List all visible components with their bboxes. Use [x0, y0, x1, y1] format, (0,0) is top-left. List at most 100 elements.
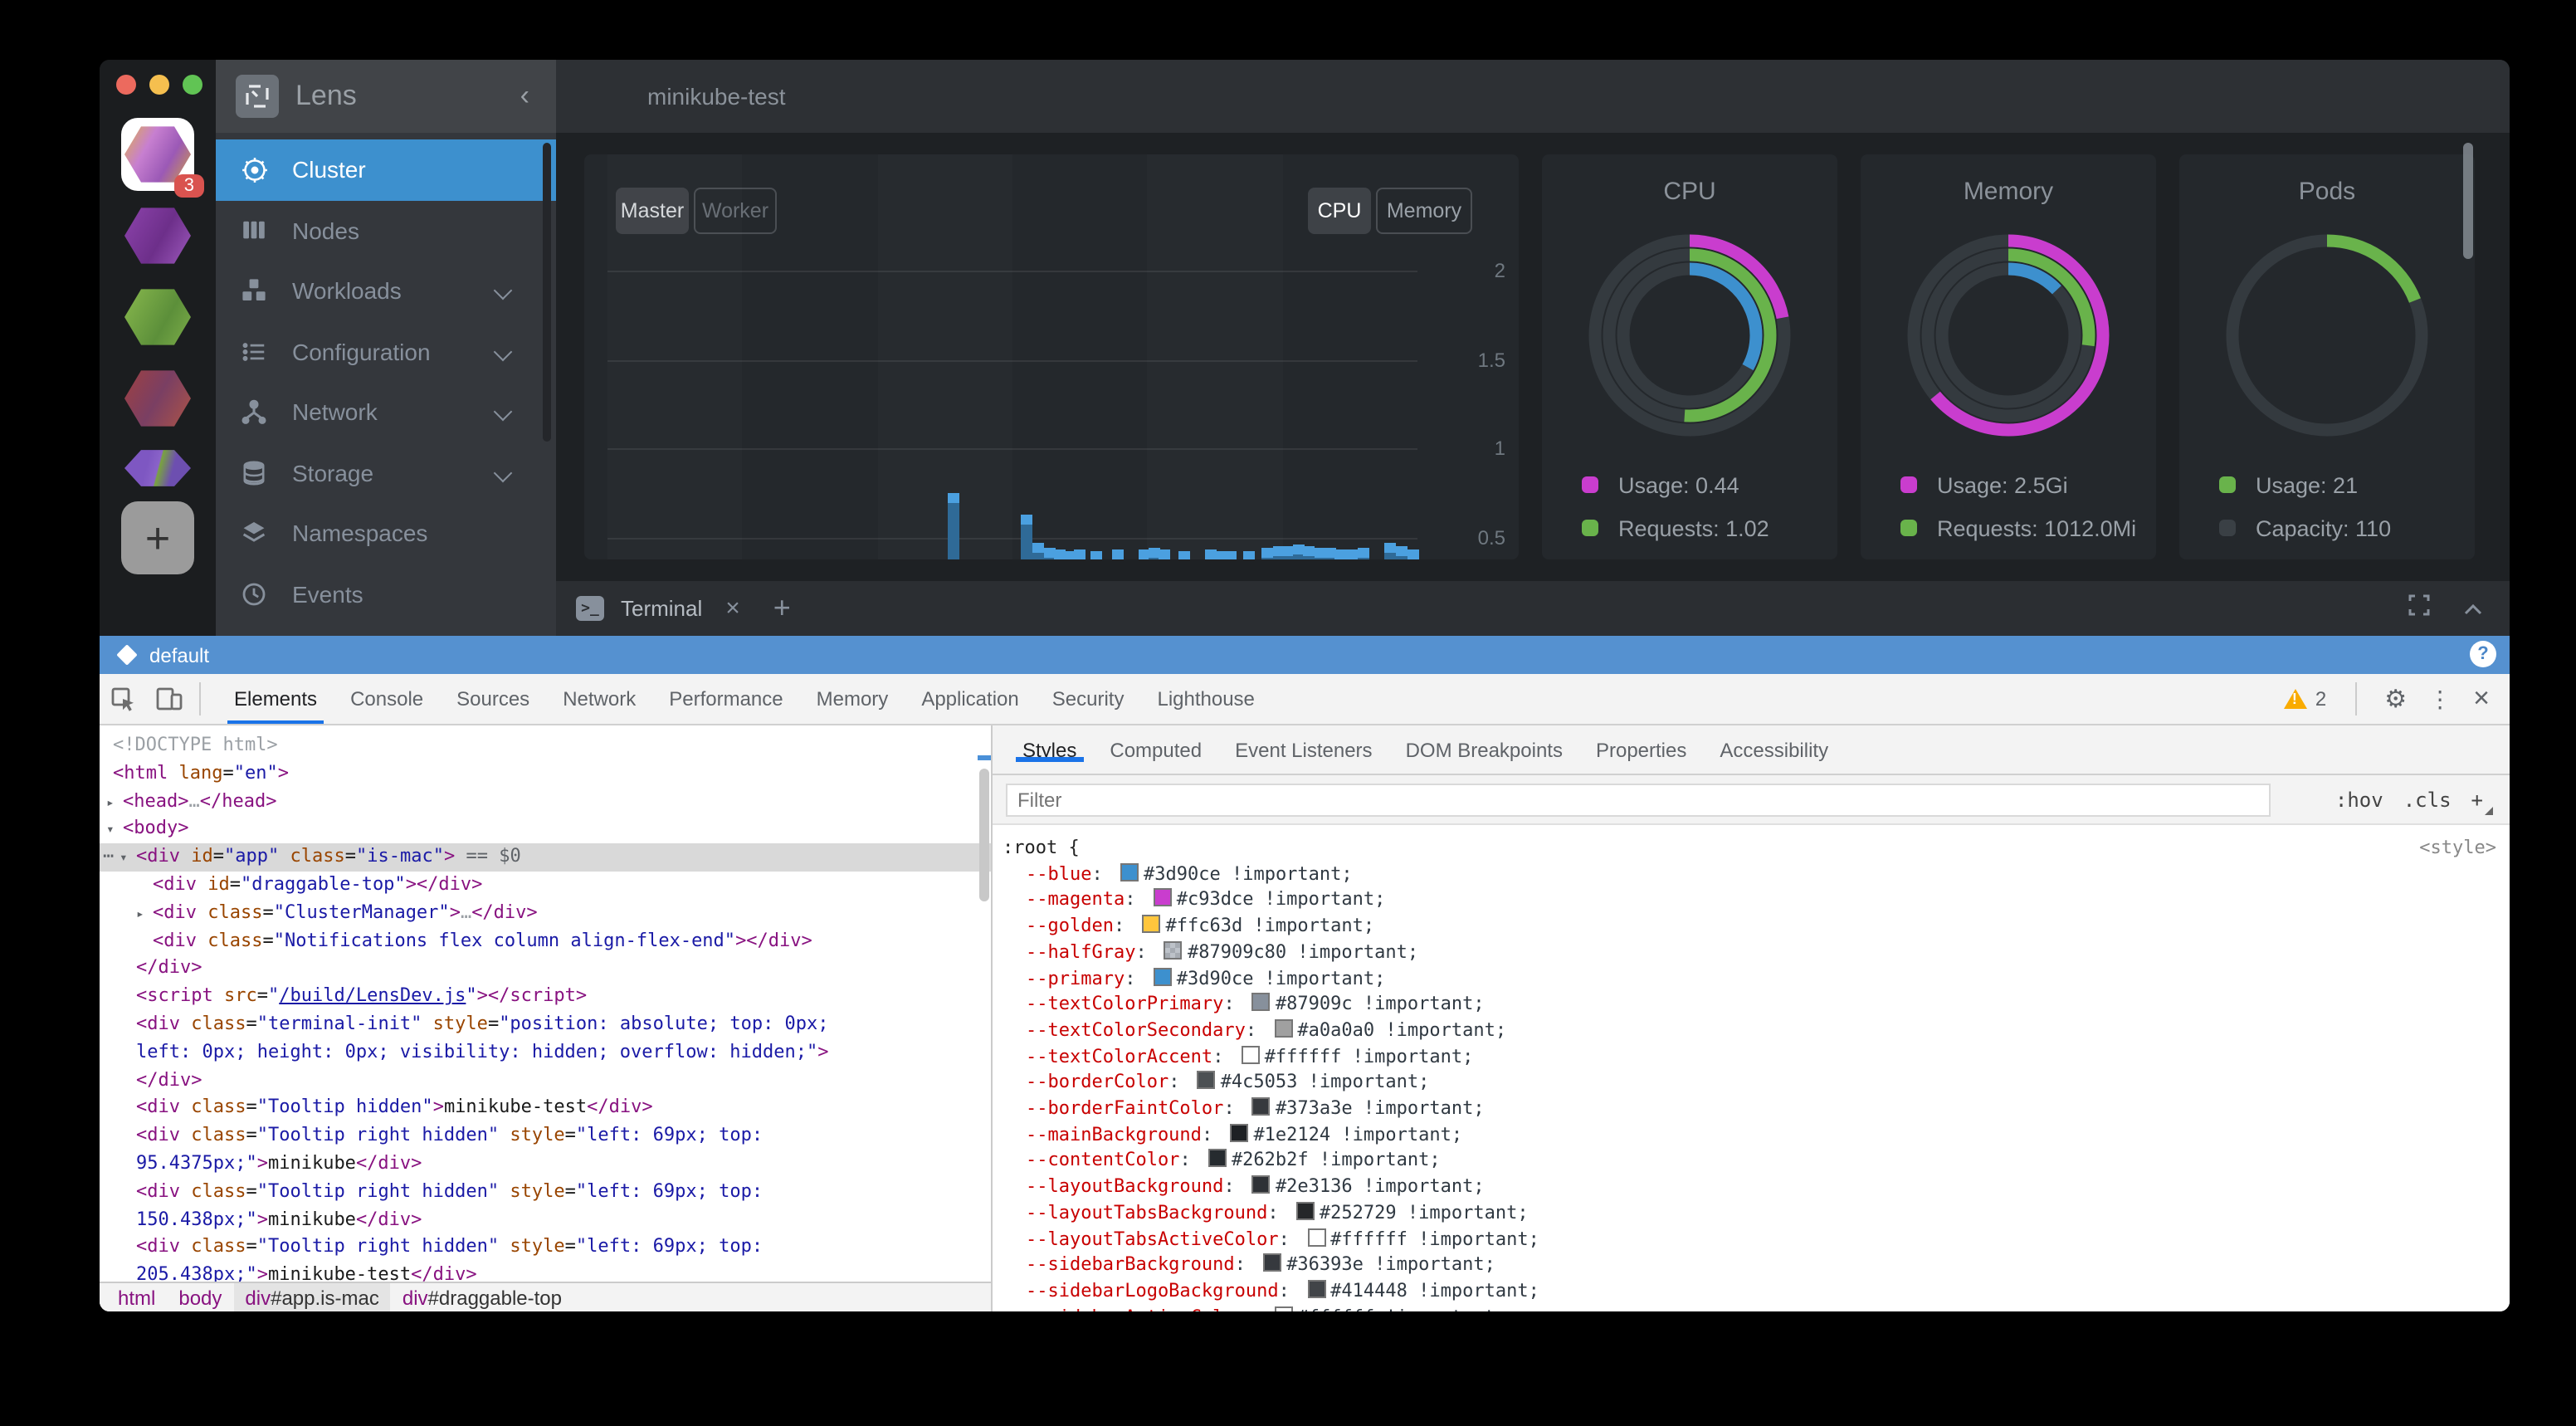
styles-tab-computed[interactable]: Computed	[1110, 738, 1203, 761]
devtools-tab-memory[interactable]: Memory	[816, 687, 889, 711]
color-swatch[interactable]	[1241, 1045, 1260, 1064]
devtools-tab-sources[interactable]: Sources	[456, 687, 530, 711]
sidebar-item-namespaces[interactable]: Namespaces	[216, 503, 556, 564]
dom-tree-line[interactable]: <html lang="en">	[113, 761, 289, 784]
css-variable-row[interactable]: --contentColor: #262b2f !important;	[1026, 1149, 1441, 1171]
toggle-class-button[interactable]: .cls	[2403, 788, 2452, 811]
dom-tree-line[interactable]: <!DOCTYPE html>	[113, 734, 278, 755]
cluster-icon[interactable]	[121, 281, 194, 354]
device-toolbar-icon[interactable]	[146, 687, 193, 711]
chevron-up-icon[interactable]	[2463, 593, 2483, 623]
css-variable-row[interactable]: --layoutTabsActiveColor: #ffffff !import…	[1026, 1228, 1539, 1250]
color-swatch[interactable]	[1274, 1306, 1293, 1311]
devtools-tab-elements[interactable]: Elements	[217, 674, 334, 724]
sidebar-item-workloads[interactable]: Workloads	[216, 261, 556, 321]
css-variable-row[interactable]: --mainBackground: #1e2124 !important;	[1026, 1123, 1463, 1145]
dom-tree-line[interactable]: <div class="Notifications flex column al…	[153, 929, 812, 951]
devtools-tab-network[interactable]: Network	[563, 687, 637, 711]
color-swatch[interactable]	[1274, 1018, 1293, 1038]
expanded-arrow-icon[interactable]: ▾	[120, 850, 128, 866]
cluster-icon-active[interactable]: 3	[121, 118, 204, 198]
breadcrumb-item[interactable]: html	[118, 1286, 156, 1310]
styles-rules[interactable]: :root { <style> --blue: #3d90ce !importa…	[993, 825, 2510, 1311]
inspect-element-icon[interactable]	[100, 686, 146, 711]
content-scrollbar[interactable]	[2463, 143, 2473, 259]
styles-tab-dom-breakpoints[interactable]: DOM Breakpoints	[1405, 738, 1563, 761]
collapsed-arrow-icon[interactable]: ▸	[136, 906, 144, 921]
cluster-icon[interactable]	[121, 199, 194, 272]
color-swatch[interactable]	[1263, 1253, 1282, 1272]
color-swatch[interactable]	[1307, 1279, 1326, 1298]
cpu-metric-tab[interactable]: CPU	[1308, 188, 1371, 234]
css-variable-row[interactable]: --borderFaintColor: #373a3e !important;	[1026, 1097, 1485, 1120]
devtools-tab-lighthouse[interactable]: Lighthouse	[1157, 687, 1255, 711]
dom-tree[interactable]: <!DOCTYPE html> <html lang="en"> ▸ <head>…<…	[100, 725, 991, 1282]
dom-tree-line[interactable]: <div class="Tooltip right hidden" style=…	[136, 1179, 764, 1202]
color-swatch[interactable]	[1153, 967, 1172, 986]
css-variable-row[interactable]: --primary: #3d90ce !important;	[1026, 967, 1386, 989]
sidebar-item-events[interactable]: Events	[216, 564, 556, 624]
dom-tree-line[interactable]: <div id="draggable-top"></div>	[153, 872, 483, 895]
close-window-button[interactable]	[116, 75, 136, 95]
css-variable-row[interactable]: --sidebarActiveColor: #ffffff !important…	[1003, 1304, 2496, 1311]
master-tab[interactable]: Master	[616, 188, 689, 234]
dom-tree-line[interactable]: <div class="Tooltip right hidden" style=…	[136, 1235, 764, 1258]
styles-filter-input[interactable]	[1006, 783, 2271, 816]
css-variable-row[interactable]: --textColorPrimary: #87909c !important;	[1026, 993, 1485, 1015]
sidebar-item-cluster[interactable]: Cluster	[216, 139, 556, 200]
css-variable-row[interactable]: --magenta: #c93dce !important;	[1026, 888, 1386, 911]
new-style-rule-button[interactable]: +	[2471, 788, 2494, 814]
dom-tree-line[interactable]: ▾ <body>	[100, 816, 991, 844]
styles-tab-accessibility[interactable]: Accessibility	[1720, 738, 1829, 761]
dom-tree-line[interactable]: </div>	[136, 956, 202, 979]
breadcrumb-item[interactable]: div #app.is-mac	[233, 1283, 391, 1311]
add-cluster-button[interactable]: +	[121, 501, 194, 574]
breadcrumb-item[interactable]: body	[178, 1286, 222, 1310]
dom-tree-line[interactable]: <div class="Tooltip right hidden" style=…	[136, 1124, 764, 1146]
collapse-sidebar-icon[interactable]: ‹	[520, 80, 529, 111]
minimize-window-button[interactable]	[149, 75, 169, 95]
dom-tree-line[interactable]: <script src="/build/LensDev.js"></script…	[136, 984, 588, 1007]
gear-icon[interactable]: ⚙	[2384, 686, 2408, 714]
css-variable-row[interactable]: --layoutBackground: #2e3136 !important;	[1026, 1175, 1485, 1198]
css-variable-row[interactable]: --golden: #ffc63d !important;	[1026, 915, 1375, 937]
warnings-badge[interactable]: 2	[2283, 687, 2326, 711]
styles-tab-event-listeners[interactable]: Event Listeners	[1235, 738, 1373, 761]
sidebar-item-storage[interactable]: Storage	[216, 442, 556, 503]
dom-gutter-menu[interactable]: ⋯	[103, 845, 115, 867]
dom-tree-line[interactable]: ▸ <head>…</head>	[100, 788, 991, 816]
color-swatch[interactable]	[1208, 1149, 1227, 1168]
color-swatch[interactable]	[1251, 1175, 1271, 1194]
color-swatch[interactable]	[1120, 862, 1139, 881]
cluster-icon[interactable]	[121, 362, 194, 435]
help-icon[interactable]: ?	[2470, 641, 2496, 667]
cluster-icon[interactable]	[121, 443, 194, 493]
color-swatch[interactable]	[1251, 993, 1271, 1012]
devtools-tab-security[interactable]: Security	[1051, 687, 1125, 711]
sidebar-item-network[interactable]: Network	[216, 382, 556, 442]
css-variable-row[interactable]: --textColorSecondary: #a0a0a0 !important…	[1026, 1018, 1507, 1041]
close-terminal-icon[interactable]: ×	[725, 594, 740, 623]
dom-tree-line[interactable]: ⋯ ▾ <div id="app" class="is-mac"> == $0	[100, 843, 991, 872]
css-variable-row[interactable]: --sidebarBackground: #36393e !important;	[1026, 1253, 1495, 1276]
devtools-tab-performance[interactable]: Performance	[669, 687, 783, 711]
color-swatch[interactable]	[1307, 1228, 1326, 1247]
zoom-window-button[interactable]	[183, 75, 202, 95]
css-variable-row[interactable]: --halfGray: #87909c80 !important;	[1026, 940, 1419, 963]
sidebar-scrollbar[interactable]	[543, 143, 551, 442]
elements-scrollbar[interactable]	[979, 769, 989, 901]
css-variable-row[interactable]: --sidebarLogoBackground: #414448 !import…	[1026, 1279, 1539, 1301]
css-variable-row[interactable]: --blue: #3d90ce !important;	[1026, 862, 1353, 885]
color-swatch[interactable]	[1230, 1123, 1249, 1142]
terminal-tab[interactable]: Terminal	[621, 596, 703, 621]
dom-tree-line[interactable]: </div>	[136, 1068, 202, 1091]
color-swatch[interactable]	[1251, 1097, 1271, 1116]
color-swatch[interactable]	[1295, 1201, 1315, 1220]
expanded-arrow-icon[interactable]: ▾	[106, 822, 115, 838]
css-variable-row[interactable]: --borderColor: #4c5053 !important;	[1026, 1071, 1430, 1093]
dom-tree-line[interactable]: left: 0px; height: 0px; visibility: hidd…	[136, 1040, 829, 1062]
dom-tree-line[interactable]: <div class="terminal-init" style="positi…	[136, 1012, 829, 1034]
css-variable-row[interactable]: --textColorAccent: #ffffff !important;	[1026, 1045, 1474, 1067]
memory-metric-tab[interactable]: Memory	[1376, 188, 1472, 234]
new-terminal-icon[interactable]: +	[773, 591, 791, 624]
